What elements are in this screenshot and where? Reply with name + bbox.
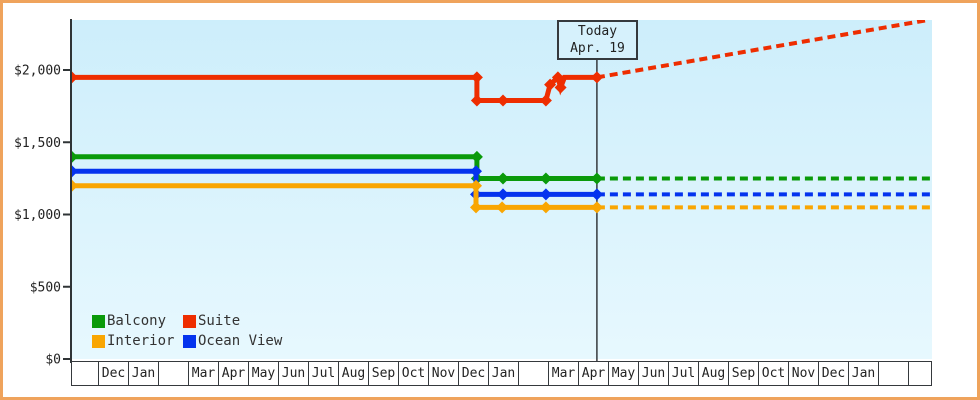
legend-swatch-balcony	[92, 314, 105, 328]
series-forecast-suite	[596, 20, 928, 80]
today-annotation-line2: Apr. 19	[570, 41, 625, 56]
month-cell	[519, 362, 549, 385]
month-cell-nov-24: Nov	[789, 362, 819, 385]
month-cell-jan-2: Jan	[129, 362, 159, 385]
month-cell-jan-26: Jan	[849, 362, 879, 385]
month-cell-sep-22: Sep	[729, 362, 759, 385]
y-axis	[63, 19, 72, 363]
series-group	[72, 20, 931, 214]
legend-label: Balcony	[107, 313, 167, 329]
legend-swatch-suite	[183, 314, 196, 328]
month-cell	[909, 362, 932, 385]
month-cell-mar-4: Mar	[189, 362, 219, 385]
series-markers-ocean-view	[72, 165, 603, 201]
month-cell-oct-23: Oct	[759, 362, 789, 385]
month-cell-apr-17: Apr	[579, 362, 609, 385]
month-cell	[159, 362, 189, 385]
series-markers-suite	[72, 71, 603, 107]
month-cell-aug-21: Aug	[699, 362, 729, 385]
legend-swatch-ocean-view	[183, 334, 196, 348]
month-cell-jan-14: Jan	[489, 362, 519, 385]
legend-swatch-interior	[92, 334, 105, 348]
month-cell-dec-13: Dec	[459, 362, 489, 385]
month-cell-jun-19: Jun	[639, 362, 669, 385]
month-cell-oct-11: Oct	[399, 362, 429, 385]
month-cell-jul-20: Jul	[669, 362, 699, 385]
month-cell-dec-1: Dec	[99, 362, 129, 385]
month-cell-sep-10: Sep	[369, 362, 399, 385]
month-cell	[72, 362, 99, 385]
y-axis-label: $500	[30, 280, 61, 295]
today-annotation-line1: Today	[577, 24, 618, 39]
series-markers-interior	[72, 179, 603, 214]
month-cell-jul-8: Jul	[309, 362, 339, 385]
series-line-interior	[72, 183, 597, 210]
chart-legend: Balcony Suite Interior Ocean View	[92, 311, 282, 351]
month-cell-nov-12: Nov	[429, 362, 459, 385]
legend-item-balcony: Balcony	[92, 313, 183, 329]
legend-label: Suite	[198, 313, 241, 329]
month-cell-mar-16: Mar	[549, 362, 579, 385]
y-axis-label: $2,000	[14, 64, 61, 79]
month-cell-apr-5: Apr	[219, 362, 249, 385]
month-cell-jun-7: Jun	[279, 362, 309, 385]
today-annotation: Today Apr. 19	[557, 20, 638, 60]
y-axis-label: $1,000	[14, 208, 61, 223]
legend-item-interior: Interior	[92, 333, 183, 349]
month-cell	[879, 362, 909, 385]
legend-item-ocean-view: Ocean View	[183, 333, 282, 349]
month-cell-may-18: May	[609, 362, 639, 385]
month-cell-dec-25: Dec	[819, 362, 849, 385]
y-axis-label: $0	[45, 353, 61, 368]
legend-label: Interior	[107, 333, 175, 349]
y-axis-label: $1,500	[14, 136, 61, 151]
x-axis-month-strip: Dec Jan Mar Apr May Jun Jul Aug Sep Oct Nov Dec Jan M…	[71, 361, 932, 386]
legend-label: Ocean View	[198, 333, 283, 349]
legend-item-suite: Suite	[183, 313, 240, 329]
month-cell-aug-9: Aug	[339, 362, 369, 385]
month-cell-may-6: May	[249, 362, 279, 385]
